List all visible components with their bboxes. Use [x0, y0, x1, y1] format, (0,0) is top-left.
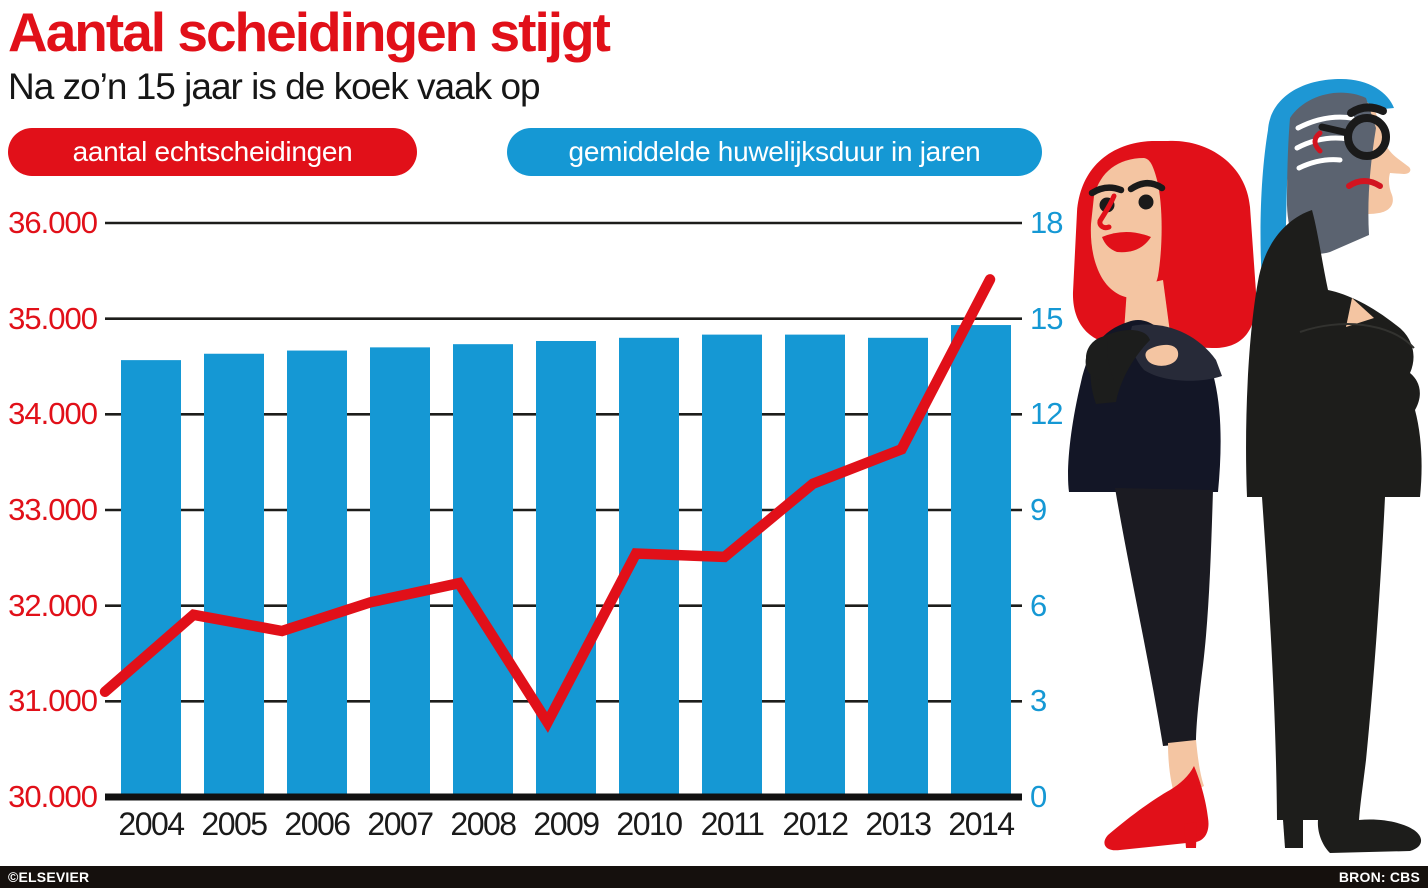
woman-elbow-skin: [1145, 344, 1179, 366]
right-axis-label-3: 3: [1030, 683, 1047, 719]
page-subtitle: Na zo’n 15 jaar is de koek vaak op: [8, 66, 541, 107]
legend-label-duration: gemiddelde huwelijksduur in jaren: [568, 136, 981, 167]
divorces-line: [99, 274, 996, 733]
bar-2011: [702, 334, 762, 797]
woman-nose: [1097, 193, 1117, 231]
man-glasses-arm: [1318, 123, 1352, 137]
man-arm-seam: [1299, 323, 1415, 349]
footer-credit: ©ELSEVIER: [8, 869, 90, 885]
left-axis-label-34000: 34.000: [8, 396, 98, 432]
woman-right-eye: [1138, 194, 1154, 210]
left-axis-label-36000: 36.000: [8, 205, 98, 240]
man-hair-streak-2: [1294, 135, 1351, 151]
year-label-2013: 2013: [865, 806, 932, 842]
left-axis-label-35000: 35.000: [8, 300, 98, 336]
bar-2007: [370, 347, 430, 797]
footer-bar: ©ELSEVIER BRON: CBS: [0, 866, 1428, 888]
woman-right-eyebrow: [1127, 180, 1166, 193]
year-label-2008: 2008: [450, 806, 517, 842]
year-label-2007: 2007: [367, 806, 434, 842]
woman-pants: [1115, 488, 1213, 746]
man-glasses-lens: [1344, 114, 1390, 160]
right-axis-label-6: 6: [1030, 587, 1047, 623]
man-illustration: [1246, 78, 1422, 853]
legend-label-divorces: aantal echtscheidingen: [72, 136, 353, 167]
year-label-2006: 2006: [284, 806, 351, 842]
woman-face: [1090, 158, 1162, 299]
right-axis-label-18: 18: [1030, 205, 1063, 240]
left-axis-label-32000: 32.000: [8, 587, 98, 623]
man-eyebrow: [1347, 103, 1387, 117]
bar-2006: [287, 350, 347, 797]
footer-source: BRON: CBS: [1338, 869, 1420, 885]
page-title: Aantal scheidingen stijgt: [8, 1, 611, 63]
right-axis-label-15: 15: [1030, 300, 1063, 336]
man-trousers: [1262, 497, 1385, 820]
woman-lips: [1102, 232, 1151, 253]
year-label-2011: 2011: [700, 806, 765, 842]
bar-2005: [204, 353, 264, 797]
bar-2014: [951, 325, 1011, 797]
left-axis-label-33000: 33.000: [8, 492, 98, 527]
man-heel: [1283, 820, 1303, 848]
man-elbow-skin: [1346, 298, 1374, 327]
year-label-2009: 2009: [533, 806, 600, 842]
bar-2008: [453, 344, 513, 797]
bar-2004: [121, 360, 181, 797]
left-axis-label-31000: 31.000: [8, 683, 98, 719]
man-hair-streak-3: [1296, 157, 1343, 171]
left-axis-label-30000: 30.000: [8, 779, 98, 814]
woman-illustration: [1068, 140, 1257, 851]
year-label-2010: 2010: [616, 806, 683, 842]
woman-left-eyebrow: [1088, 184, 1125, 197]
year-label-2005: 2005: [201, 806, 268, 842]
year-label-2014: 2014: [948, 806, 1015, 842]
woman-shoe: [1104, 766, 1209, 851]
year-label-2004: 2004: [118, 806, 185, 842]
man-shoe: [1317, 819, 1422, 853]
legend-badge-divorces: aantal echtscheidingen: [8, 128, 417, 176]
right-axis-label-12: 12: [1030, 396, 1063, 432]
woman-hand: [1085, 336, 1114, 380]
legend-badge-duration: gemiddelde huwelijksduur in jaren: [507, 128, 1042, 176]
man-frown: [1346, 178, 1383, 189]
bar-2012: [785, 334, 845, 797]
man-ear-mark: [1312, 130, 1323, 154]
man-hair-streak-1: [1295, 114, 1355, 131]
year-label-2012: 2012: [782, 806, 849, 842]
man-jacket: [1246, 210, 1422, 497]
woman-heel-spike: [1184, 822, 1197, 848]
right-axis-label-9: 9: [1030, 492, 1047, 527]
right-axis-label-0: 0: [1030, 779, 1047, 814]
